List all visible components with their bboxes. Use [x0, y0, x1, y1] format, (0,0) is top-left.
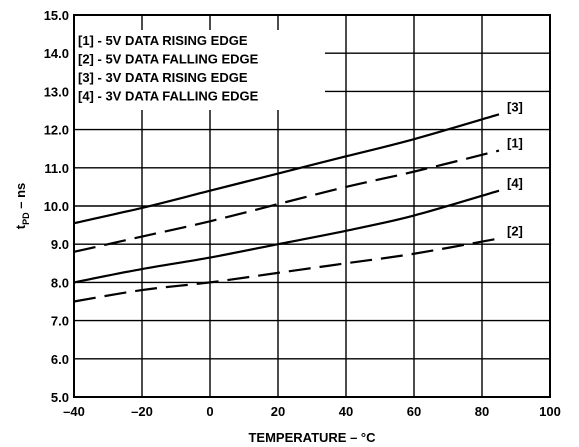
y-axis-title: tPD – ns [13, 183, 31, 229]
series-line-1 [73, 149, 500, 253]
series-line-3 [73, 237, 500, 303]
x-tick-label: 40 [339, 404, 353, 419]
y-tick-label: 5.0 [51, 390, 69, 405]
x-tick-label: –40 [63, 404, 85, 419]
x-tick-label: 80 [475, 404, 489, 419]
y-tick-label: 8.0 [51, 275, 69, 290]
series-label: [3] [507, 99, 523, 114]
y-tick-label: 11.0 [44, 161, 69, 176]
legend-entry: [3] - 3V DATA RISING EDGE [78, 70, 248, 85]
tick-labels: –40 –20 0 20 40 60 80 100 5.0 6.0 7.0 8.0 9.0 10.0 11.… [44, 8, 561, 419]
y-tick-label: 15.0 [44, 8, 69, 23]
legend-entry: [2] - 5V DATA FALLING EDGE [78, 52, 259, 67]
series-labels: [3] [1] [4] [2] [507, 99, 523, 238]
x-tick-label: 0 [206, 404, 213, 419]
series-line-2 [73, 189, 500, 284]
legend-entry: [4] - 3V DATA FALLING EDGE [78, 89, 259, 104]
series-line-0 [73, 113, 500, 225]
y-tick-label: 10.0 [44, 199, 69, 214]
legend: [1] - 5V DATA RISING EDGE [2] - 5V DATA F… [75, 30, 325, 110]
series-label: [1] [507, 136, 523, 151]
x-tick-label: 100 [539, 404, 561, 419]
series-layer [73, 113, 500, 303]
y-tick-label: 12.0 [44, 123, 69, 138]
y-tick-label: 13.0 [44, 84, 69, 99]
y-tick-label: 9.0 [51, 237, 69, 252]
y-tick-label: 6.0 [51, 352, 69, 367]
plot-frame [73, 14, 551, 398]
legend-background [75, 30, 325, 110]
series-label: [4] [507, 176, 523, 191]
legend-entry: [1] - 5V DATA RISING EDGE [78, 33, 248, 48]
x-tick-label: 60 [407, 404, 421, 419]
x-tick-label: 20 [271, 404, 285, 419]
x-tick-label: –20 [131, 404, 153, 419]
series-label: [2] [507, 223, 523, 238]
x-axis-title: TEMPERATURE – °C [248, 430, 376, 445]
y-tick-label: 14.0 [44, 46, 69, 61]
y-tick-label: 7.0 [51, 314, 69, 329]
